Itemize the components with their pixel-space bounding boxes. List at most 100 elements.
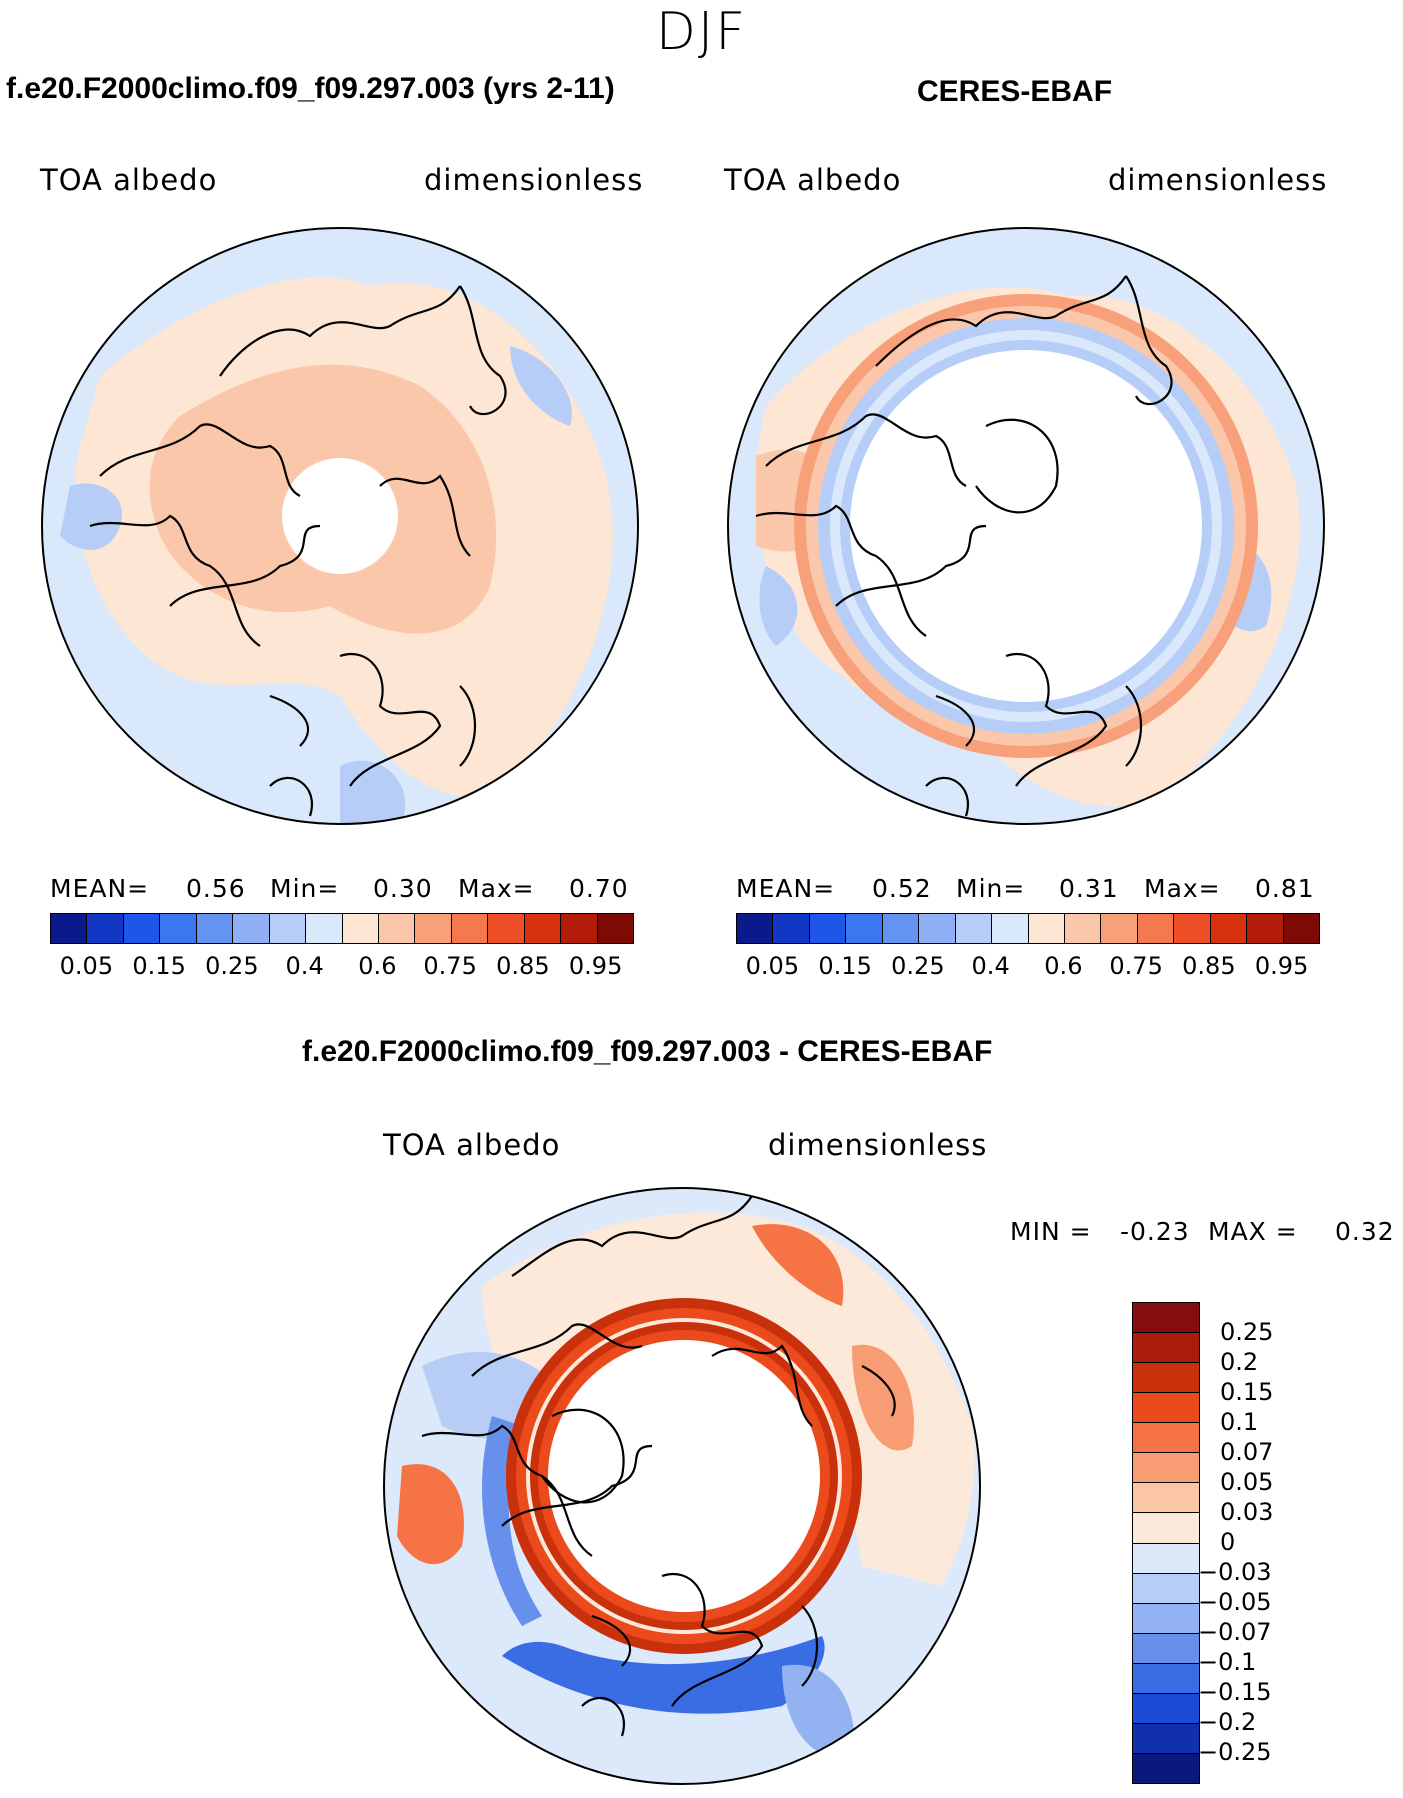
panel1-colorbar-tick: 0.4 xyxy=(285,952,324,980)
panel1-colorbar-swatch xyxy=(87,914,124,943)
panel1-title: f.e20.F2000climo.f09_f09.297.003 (yrs 2-… xyxy=(6,72,615,105)
panel2-colorbar-swatch xyxy=(955,914,993,943)
panel1-colorbar-swatch xyxy=(524,914,562,943)
panel1-colorbar-swatch xyxy=(597,914,633,943)
panel2-colorbar-tick: 0.85 xyxy=(1182,952,1236,980)
diff-colorbar-tick: 0.05 xyxy=(1220,1468,1274,1496)
diff-title: f.e20.F2000climo.f09_f09.297.003 - CERES… xyxy=(302,1035,993,1068)
panel2-colorbar-swatch xyxy=(1247,914,1284,943)
panel2-polar-map xyxy=(727,227,1325,825)
diff-colorbar-swatch xyxy=(1133,1633,1199,1664)
diff-colorbar-tick: 0.15 xyxy=(1220,1378,1274,1406)
diff-variable: TOA albedo xyxy=(383,1128,561,1162)
panel2-units: dimensionless xyxy=(1108,163,1328,197)
panel1-colorbar-tick: 0.95 xyxy=(568,952,623,980)
panel1-colorbar-swatch xyxy=(51,914,88,943)
panel2-colorbar-ticks: 0.05 0.15 0.25 0.4 0.6 0.75 0.85 0.95 xyxy=(736,952,1318,982)
panel2-colorbar-tick: 0.95 xyxy=(1254,952,1309,980)
diff-max-label: MAX = xyxy=(1208,1217,1298,1246)
panel2-mean-label: MEAN= xyxy=(736,874,836,903)
panel1-colorbar-swatch xyxy=(233,914,270,943)
diff-colorbar-swatch xyxy=(1133,1483,1199,1514)
panel1-polar-map xyxy=(41,227,639,825)
panel2-title: CERES-EBAF xyxy=(917,75,1113,108)
panel2-colorbar-swatch xyxy=(1174,914,1211,943)
diff-colorbar-swatch xyxy=(1133,1393,1199,1424)
panel1-colorbar-swatch xyxy=(123,914,161,943)
panel2-colorbar-tick: 0.75 xyxy=(1109,952,1163,980)
panel2-colorbar-swatch xyxy=(809,914,847,943)
diff-colorbar-tick: 0 xyxy=(1220,1528,1236,1556)
diff-colorbar-swatch xyxy=(1133,1543,1199,1574)
panel1-min: 0.30 xyxy=(373,874,433,903)
diff-colorbar-swatch xyxy=(1133,1723,1199,1754)
panel1-max-label: Max= xyxy=(458,874,535,903)
diff-colorbar-tick: −0.03 xyxy=(1198,1558,1272,1586)
panel2-min-label: Min= xyxy=(956,874,1026,903)
diff-min: -0.23 xyxy=(1120,1217,1190,1246)
panel2-colorbar-tick: 0.4 xyxy=(971,952,1010,980)
panel2-colorbar-swatch xyxy=(1064,914,1102,943)
panel2-colorbar-swatch xyxy=(919,914,956,943)
diff-colorbar-tick: −0.05 xyxy=(1198,1588,1272,1616)
diff-colorbar-tick: 0.2 xyxy=(1220,1348,1259,1376)
panel2-colorbar-swatch xyxy=(737,914,774,943)
season-title: DJF xyxy=(655,2,748,62)
panel1-colorbar-tick: 0.6 xyxy=(358,952,397,980)
panel1-units: dimensionless xyxy=(424,163,644,197)
diff-colorbar-tick: −0.2 xyxy=(1198,1708,1257,1736)
diff-colorbar-swatch xyxy=(1133,1453,1199,1484)
panel2-colorbar-swatch xyxy=(846,914,883,943)
diff-units: dimensionless xyxy=(768,1128,988,1162)
panel2-colorbar-swatch xyxy=(1137,914,1175,943)
panel1-max: 0.70 xyxy=(569,874,629,903)
diff-colorbar-swatch xyxy=(1133,1663,1199,1694)
panel1-colorbar-swatch xyxy=(342,914,379,943)
diff-colorbar-swatch xyxy=(1133,1753,1199,1783)
panel1-colorbar-swatch xyxy=(378,914,416,943)
diff-colorbar-swatch xyxy=(1133,1423,1199,1454)
diff-polar-map xyxy=(383,1187,981,1785)
diff-colorbar-tick: −0.25 xyxy=(1198,1738,1272,1766)
diff-colorbar-tick: −0.1 xyxy=(1198,1648,1257,1676)
panel2-colorbar xyxy=(736,913,1320,944)
panel2-colorbar-tick: 0.6 xyxy=(1044,952,1083,980)
diff-colorbar-swatch xyxy=(1133,1513,1199,1544)
panel1-colorbar-swatch xyxy=(561,914,598,943)
panel1-colorbar-ticks: 0.05 0.15 0.25 0.4 0.6 0.75 0.85 0.95 xyxy=(50,952,632,982)
panel2-colorbar-swatch xyxy=(1210,914,1248,943)
panel2-colorbar-swatch xyxy=(1101,914,1138,943)
panel2-colorbar-swatch xyxy=(1028,914,1065,943)
diff-colorbar-swatch xyxy=(1133,1573,1199,1604)
panel1-min-label: Min= xyxy=(270,874,340,903)
panel2-max-label: Max= xyxy=(1144,874,1221,903)
panel1-variable: TOA albedo xyxy=(40,163,218,197)
diff-colorbar-swatch xyxy=(1133,1603,1199,1634)
diff-colorbar-tick: 0.03 xyxy=(1220,1498,1274,1526)
diff-colorbar-tick: −0.15 xyxy=(1198,1678,1272,1706)
panel2-colorbar-swatch xyxy=(882,914,920,943)
diff-colorbar-ticks: 0.25 0.2 0.15 0.1 0.07 0.05 0.03 0 −0.03 −0.05 −0.… xyxy=(1198,1302,1328,1782)
panel1-mean: 0.56 xyxy=(186,874,246,903)
panel2-colorbar-swatch xyxy=(992,914,1029,943)
diff-colorbar-tick: 0.07 xyxy=(1220,1438,1274,1466)
diff-colorbar-tick: 0.25 xyxy=(1220,1318,1274,1346)
panel1-colorbar-swatch xyxy=(269,914,307,943)
panel2-mean: 0.52 xyxy=(872,874,932,903)
panel2-colorbar-tick: 0.25 xyxy=(891,952,945,980)
panel1-colorbar-swatch xyxy=(451,914,489,943)
panel2-variable: TOA albedo xyxy=(724,163,902,197)
panel1-colorbar-tick: 0.25 xyxy=(205,952,259,980)
panel1-colorbar-swatch xyxy=(415,914,452,943)
panel1-colorbar-swatch xyxy=(160,914,197,943)
diff-colorbar-tick: 0.1 xyxy=(1220,1408,1259,1436)
diff-colorbar-swatch xyxy=(1133,1333,1199,1364)
panel1-mean-label: MEAN= xyxy=(50,874,150,903)
panel1-colorbar-swatch xyxy=(306,914,343,943)
panel1-colorbar-tick: 0.15 xyxy=(132,952,186,980)
panel1-colorbar-tick: 0.85 xyxy=(496,952,550,980)
diff-max: 0.32 xyxy=(1335,1217,1395,1246)
diff-min-label: MIN = xyxy=(1010,1217,1092,1246)
panel1-colorbar-swatch xyxy=(488,914,525,943)
diff-colorbar xyxy=(1132,1302,1200,1784)
